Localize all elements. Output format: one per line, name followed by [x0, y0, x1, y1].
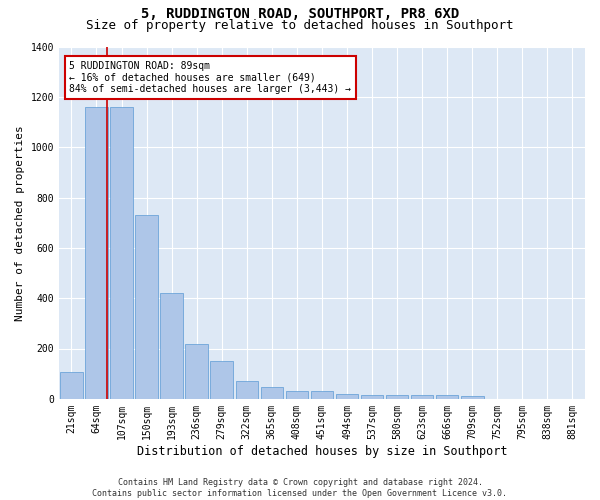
X-axis label: Distribution of detached houses by size in Southport: Distribution of detached houses by size … [137, 444, 507, 458]
Bar [436, 395, 458, 399]
Bar [386, 395, 409, 399]
Bar [411, 395, 433, 399]
Text: 5 RUDDINGTON ROAD: 89sqm
← 16% of detached houses are smaller (649)
84% of semi-: 5 RUDDINGTON ROAD: 89sqm ← 16% of detach… [70, 60, 352, 94]
Bar [286, 391, 308, 399]
Bar [85, 107, 108, 399]
Bar [260, 387, 283, 399]
Bar [211, 360, 233, 399]
Text: Contains HM Land Registry data © Crown copyright and database right 2024.
Contai: Contains HM Land Registry data © Crown c… [92, 478, 508, 498]
Bar [110, 107, 133, 399]
Bar [461, 396, 484, 399]
Bar [336, 394, 358, 399]
Bar [160, 293, 183, 399]
Y-axis label: Number of detached properties: Number of detached properties [15, 125, 25, 320]
Bar [185, 344, 208, 399]
Text: Size of property relative to detached houses in Southport: Size of property relative to detached ho… [86, 19, 514, 32]
Bar [311, 391, 333, 399]
Text: 5, RUDDINGTON ROAD, SOUTHPORT, PR8 6XD: 5, RUDDINGTON ROAD, SOUTHPORT, PR8 6XD [141, 8, 459, 22]
Bar [236, 381, 258, 399]
Bar [60, 372, 83, 399]
Bar [361, 395, 383, 399]
Bar [136, 215, 158, 399]
